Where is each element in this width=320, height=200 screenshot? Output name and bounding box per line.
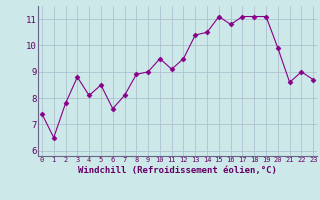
X-axis label: Windchill (Refroidissement éolien,°C): Windchill (Refroidissement éolien,°C) [78, 166, 277, 175]
